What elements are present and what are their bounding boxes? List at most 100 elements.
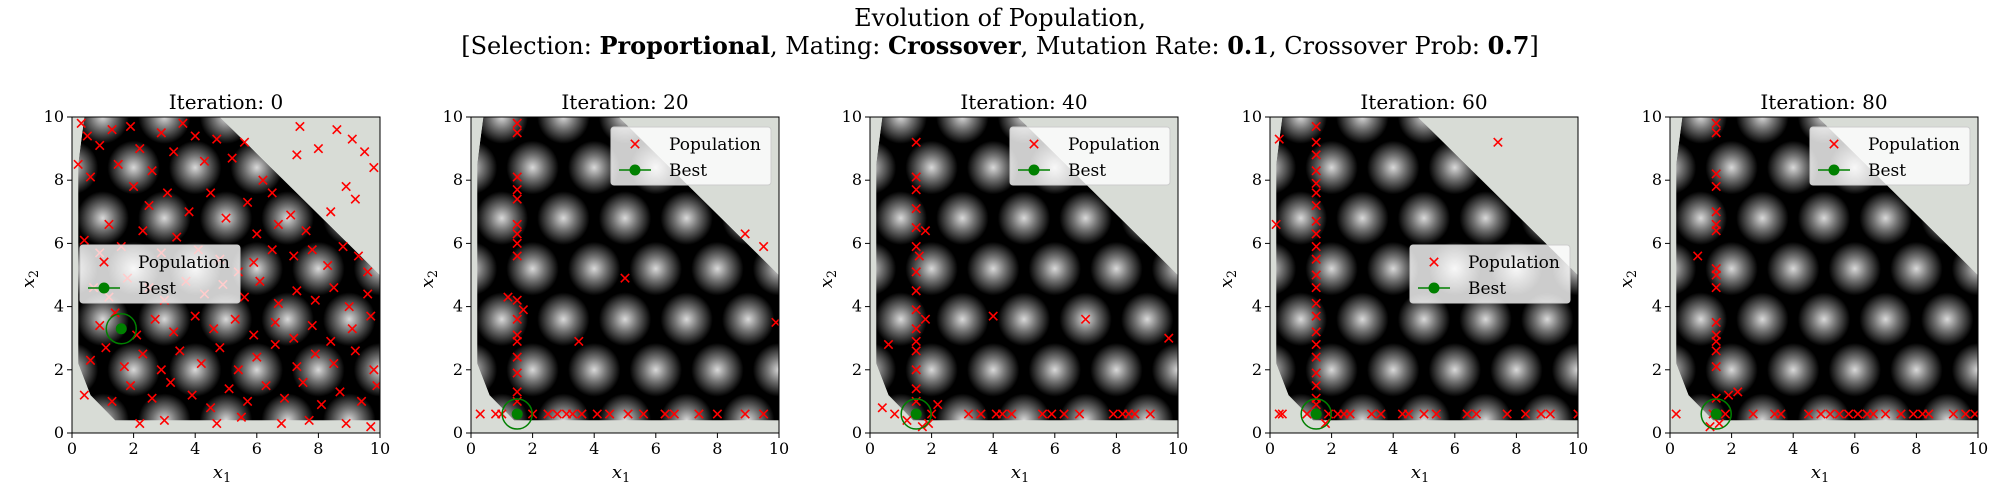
population-marker	[512, 118, 522, 129]
x-tick-label: 2	[1327, 439, 1337, 458]
population-marker	[574, 336, 584, 347]
population-marker	[1711, 336, 1721, 347]
x-tick-label: 6	[1850, 439, 1860, 458]
population-marker	[911, 365, 921, 375]
y-tick-label: 6	[54, 233, 64, 252]
population-marker	[1271, 219, 1281, 230]
peak-blob	[1551, 342, 1578, 397]
population-marker	[1311, 216, 1321, 227]
population-marker	[292, 286, 302, 296]
peak-blob	[691, 241, 744, 296]
population-marker	[1502, 409, 1512, 419]
population-marker	[178, 118, 188, 129]
legend-population-label: Population	[138, 253, 230, 273]
y-tick-label: 2	[453, 360, 463, 379]
population-marker	[1037, 409, 1048, 419]
population-marker	[156, 128, 167, 138]
peak-blob	[967, 241, 1020, 296]
population-marker	[362, 267, 373, 277]
peak-blob	[598, 191, 652, 245]
population-marker	[1748, 409, 1758, 419]
y-tick-label: 0	[852, 423, 862, 442]
peak-blob	[1459, 191, 1512, 245]
peak-blob	[1490, 342, 1543, 397]
y-tick-label: 6	[1652, 233, 1662, 252]
population-marker	[267, 188, 277, 198]
x-tick-label: 10	[1168, 439, 1188, 458]
peak-blob	[1582, 343, 1634, 397]
population-marker	[159, 415, 170, 426]
population-marker	[329, 282, 339, 293]
x-tick-label: 10	[769, 439, 789, 458]
population-marker	[503, 292, 513, 302]
x-tick-label: 4	[988, 439, 998, 458]
population-marker	[316, 399, 327, 410]
population-marker	[592, 409, 603, 419]
peak-blob	[782, 141, 834, 195]
peak-blob	[1521, 292, 1574, 347]
population-marker	[73, 159, 83, 170]
population-marker	[1711, 128, 1721, 138]
legend-population-label: Population	[669, 135, 761, 155]
best-ring	[1700, 398, 1732, 430]
population-marker	[288, 251, 299, 261]
y-tick-label: 4	[54, 297, 64, 316]
population-marker	[1948, 409, 1959, 419]
population-marker	[1145, 409, 1156, 419]
peak-blob	[1583, 90, 1635, 144]
population-marker	[512, 368, 522, 378]
population-marker	[1345, 409, 1355, 419]
peak-blob	[1270, 241, 1297, 296]
y-axis-label: x2	[1616, 270, 1639, 288]
population-marker	[1274, 134, 1285, 144]
population-marker	[1843, 409, 1854, 419]
peak-blob	[1859, 292, 1912, 347]
peak-blob	[1336, 117, 1389, 144]
population-marker	[1311, 241, 1321, 252]
legend-population-marker	[630, 139, 640, 149]
population-marker	[1311, 282, 1321, 293]
peak-blob	[1183, 90, 1235, 144]
population-marker	[638, 409, 649, 419]
population-marker	[76, 118, 87, 129]
peak-blob	[1305, 241, 1358, 296]
population-marker	[347, 323, 358, 334]
x-tick-label: 2	[129, 439, 139, 458]
legend-best-marker	[1428, 282, 1440, 294]
population-marker	[1311, 254, 1321, 264]
best-marker	[910, 408, 922, 420]
peak-blob	[936, 191, 989, 245]
population-marker	[577, 409, 587, 419]
population-marker	[168, 146, 179, 157]
population-marker	[205, 402, 216, 413]
peak-blob	[1183, 394, 1235, 448]
peak-blob	[598, 292, 652, 347]
population-marker	[740, 229, 750, 239]
population-marker	[295, 121, 305, 132]
population-marker	[144, 200, 154, 211]
population-marker	[329, 358, 339, 369]
peak-blob	[784, 292, 836, 346]
peak-blob	[1828, 342, 1881, 397]
population-marker	[332, 124, 342, 135]
peak-blob	[967, 140, 1020, 195]
y-tick-label: 10	[44, 107, 64, 126]
population-marker	[475, 409, 486, 419]
population-marker	[1311, 121, 1321, 132]
peak-blob	[261, 292, 314, 347]
population-marker	[242, 396, 253, 407]
peak-blob	[722, 292, 775, 347]
peak-blob	[1090, 342, 1143, 397]
population-marker	[712, 409, 723, 419]
population-marker	[175, 346, 185, 356]
legend-best-label: Best	[1068, 161, 1106, 181]
peak-blob	[1767, 140, 1820, 195]
population-marker	[273, 298, 284, 309]
population-marker	[252, 229, 262, 239]
x-tick-label: 4	[190, 439, 200, 458]
peak-blob	[1183, 292, 1235, 346]
legend-best-label: Best	[138, 279, 176, 299]
x-tick-label: 4	[589, 439, 599, 458]
legend-population-marker	[1429, 257, 1439, 267]
peak-blob	[1583, 292, 1635, 346]
